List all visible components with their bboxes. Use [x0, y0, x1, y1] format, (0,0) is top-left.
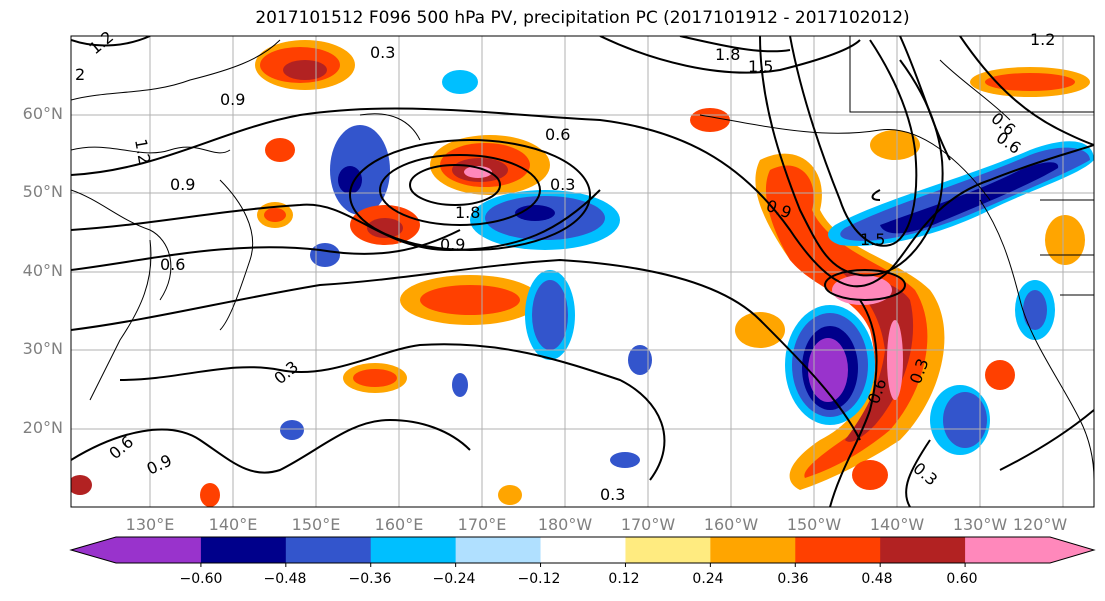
colorbar-segment: [880, 537, 966, 563]
lat-label: 40°N: [22, 261, 63, 280]
map-title: 2017101512 F096 500 hPa PV, precipitatio…: [255, 8, 910, 28]
shade-blob: [420, 285, 520, 315]
contour-label: 0.3: [370, 43, 395, 62]
lat-label: 30°N: [22, 339, 63, 358]
contour-label: 0.3: [550, 175, 575, 194]
lat-label: 20°N: [22, 418, 63, 437]
lon-label: 160°E: [374, 515, 424, 534]
colorbar-tick-label: 0.24: [692, 571, 724, 587]
colorbar-segment: [795, 537, 881, 563]
shade-blob: [532, 280, 568, 350]
colorbar-tick-label: −0.48: [263, 571, 307, 587]
shade-blob: [610, 452, 640, 468]
graticule: [71, 36, 1094, 507]
contour-label: 0.9: [440, 235, 465, 254]
shade-blob: [1045, 215, 1085, 265]
lon-label: 180°W: [537, 515, 593, 534]
colorbar-segment: [285, 537, 372, 563]
colorbar: [69, 536, 1096, 567]
shade-blob: [330, 125, 390, 215]
shade-band: [880, 162, 1059, 234]
colorbar-segment: [965, 537, 1051, 563]
shade-blob: [338, 166, 362, 194]
shade-blob: [985, 360, 1015, 390]
shade-blob: [264, 208, 286, 222]
colorbar-segment: [625, 537, 711, 563]
lon-label: 170°W: [620, 515, 676, 534]
lon-label: 130°W: [952, 515, 1008, 534]
colorbar-segment: [540, 537, 626, 563]
shade-blob: [200, 483, 220, 507]
shade-blob: [280, 420, 304, 440]
lon-label: 160°W: [703, 515, 759, 534]
colorbar-segment: [370, 537, 457, 563]
contour-label: 0.6: [160, 255, 185, 274]
map-content: [71, 36, 1094, 507]
shade-blob: [452, 373, 468, 397]
colorbar-segment: [200, 537, 287, 563]
shade-blob: [628, 345, 652, 375]
contour-label: 1.2: [1030, 30, 1055, 49]
colorbar-segment: [710, 537, 796, 563]
lon-label: 140°E: [208, 515, 258, 534]
lon-label: 140°W: [869, 515, 925, 534]
pv-contours: [71, 36, 1094, 507]
contour-label: 1.5: [748, 57, 773, 76]
contour-label: 0.6: [545, 125, 570, 144]
colorbar-segment: [116, 537, 202, 563]
colorbar-extend-max: [1050, 537, 1094, 563]
shade-blob: [367, 218, 403, 238]
shade-blob: [690, 108, 730, 132]
colorbar-tick-label: 0.48: [861, 571, 893, 587]
colorbar-tick-label: −0.36: [348, 571, 392, 587]
colorbar-tick-label: 0.36: [777, 571, 809, 587]
colorbar-extend-min: [71, 537, 116, 563]
shade-blob: [808, 338, 848, 402]
shade-blob: [852, 460, 888, 490]
lat-label: 60°N: [22, 104, 63, 123]
shade-blob: [735, 312, 785, 348]
contour-label: 2: [75, 65, 85, 84]
shade-blob: [310, 243, 340, 267]
shade-blob: [283, 60, 327, 80]
shade-blob: [71, 475, 92, 495]
shade-blob: [265, 138, 295, 162]
lon-label: 170°E: [457, 515, 507, 534]
shade-blob: [353, 369, 397, 387]
shade-blob: [1023, 290, 1047, 330]
lat-label: 50°N: [22, 182, 63, 201]
contour-label: 1.8: [455, 203, 480, 222]
colorbar-tick-label: −0.60: [179, 571, 223, 587]
shade-blob: [943, 392, 987, 448]
map-frame: [70, 35, 1095, 508]
colorbar-tick-label: 0.60: [946, 571, 978, 587]
colorbar-tick-label: −0.24: [432, 571, 476, 587]
contour-label: 0.3: [600, 485, 625, 504]
coastlines: [71, 36, 1094, 481]
shade-blob: [887, 320, 903, 400]
lon-label: 150°E: [291, 515, 341, 534]
shade-blob: [464, 166, 492, 178]
contour-label: 1.8: [715, 45, 740, 64]
colorbar-outline: [69, 536, 1096, 564]
contour-label: 0.9: [170, 175, 195, 194]
shade-blob: [442, 70, 478, 94]
shade-blob: [870, 130, 920, 160]
lon-label: 150°W: [786, 515, 842, 534]
colorbar-tick-label: −0.12: [517, 571, 561, 587]
lon-label: 130°E: [125, 515, 175, 534]
shade-blob: [515, 205, 555, 221]
contour-label: 1.2: [131, 137, 154, 165]
shade-band: [840, 270, 914, 442]
lon-label: 120°W: [1012, 515, 1068, 534]
colorbar-tick-label: 0.12: [608, 571, 640, 587]
contour-label: 0.9: [220, 90, 245, 109]
contour-label: 1.5: [860, 230, 885, 249]
shade-blob: [985, 73, 1075, 91]
shade-blob: [498, 485, 522, 505]
colorbar-segment: [455, 537, 542, 563]
